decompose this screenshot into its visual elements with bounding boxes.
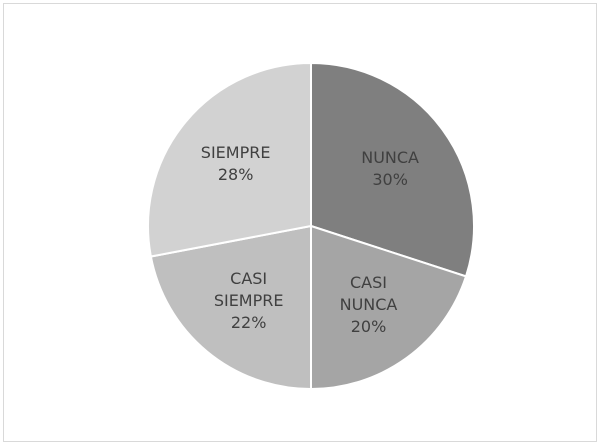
value-label: 30% bbox=[372, 169, 408, 189]
chart-frame: NUNCA 30% CASI NUNCA 20% CASI SIEMPRE 22% SIEM… bbox=[3, 3, 597, 442]
category-label: SIEMPRE bbox=[200, 142, 271, 162]
category-label: CASI NUNCA bbox=[339, 273, 398, 315]
slice-label: CASI NUNCA 20% bbox=[326, 272, 410, 338]
category-label: CASI SIEMPRE bbox=[213, 269, 284, 311]
slice-label: CASI SIEMPRE 22% bbox=[207, 268, 291, 334]
chart bbox=[147, 61, 475, 391]
slice-label: NUNCA 30% bbox=[348, 147, 432, 191]
value-label: 22% bbox=[230, 313, 267, 333]
category-label: NUNCA bbox=[361, 147, 419, 167]
slice-label: SIEMPRE 28% bbox=[194, 142, 278, 186]
pie-slice bbox=[310, 224, 468, 391]
pie-slice bbox=[147, 61, 312, 258]
pie-slice bbox=[310, 61, 475, 278]
pie-slice bbox=[149, 224, 312, 391]
value-label: 28% bbox=[217, 164, 254, 184]
value-label: 20% bbox=[350, 317, 387, 337]
